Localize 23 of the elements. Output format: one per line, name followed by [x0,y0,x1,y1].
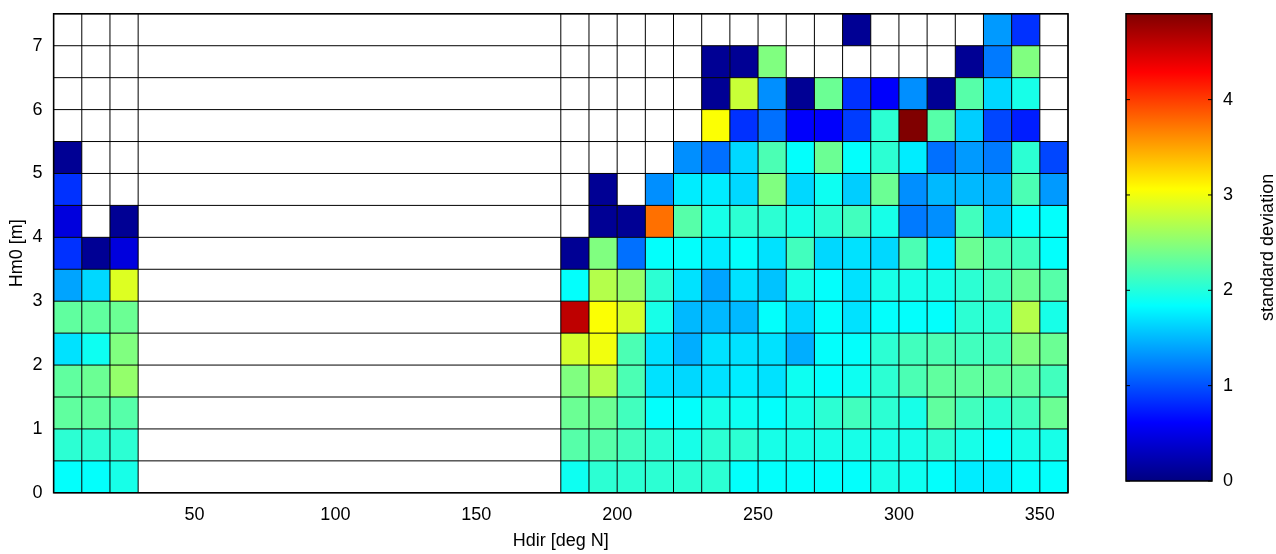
color-bar-label: 0 [1222,469,1233,490]
y-tick-label: 7 [32,34,43,55]
y-tick-label: 2 [32,354,43,375]
x-tick-label: 250 [743,503,774,524]
y-tick-label: 0 [32,481,43,502]
color-bar-title: standard deviation [1256,173,1276,321]
color-bar-label: 4 [1222,88,1233,109]
color-bar-label: 1 [1222,374,1233,395]
x-axis-title: Hdir [deg N] [512,530,609,551]
color-bar-label: 3 [1222,183,1233,204]
x-tick-label: 350 [1024,503,1055,524]
x-tick-label: 200 [602,503,633,524]
y-tick-label: 4 [32,226,43,247]
y-tick-label: 6 [32,98,43,119]
x-tick-label: 150 [461,503,492,524]
y-tick-label: 5 [32,162,43,183]
x-tick-label: 50 [184,503,205,524]
y-tick-label: 3 [32,290,43,311]
x-tick-label: 100 [320,503,351,524]
y-tick-label: 1 [32,417,43,438]
color-bar-label: 2 [1222,279,1233,300]
y-axis-title: Hm0 [m] [5,219,26,288]
x-tick-label: 300 [883,503,914,524]
